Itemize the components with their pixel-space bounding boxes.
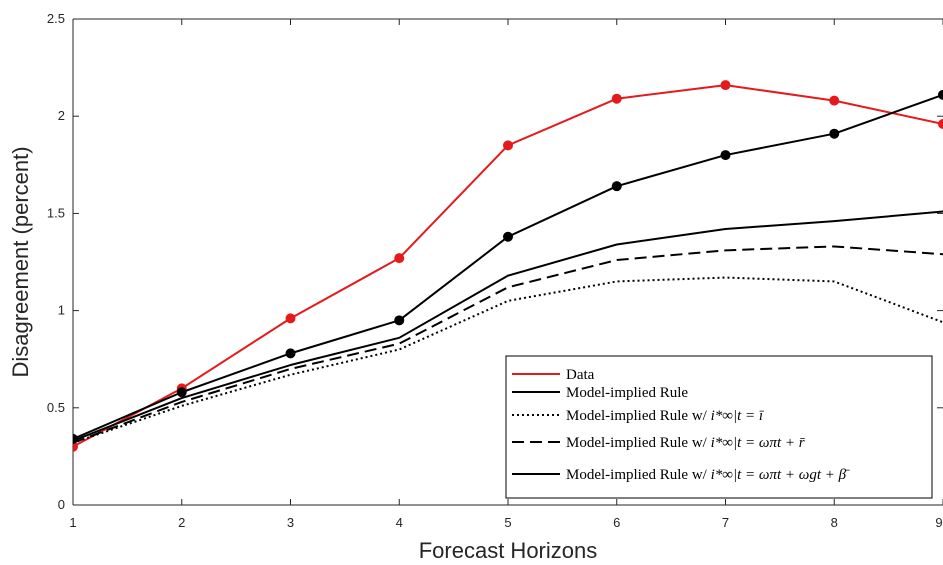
data-point-1 xyxy=(938,118,943,129)
x-tick-label: 2 xyxy=(178,515,185,530)
legend-label: Model-implied Rule w/ i*∞|t = ωπt + r̄ xyxy=(566,435,805,451)
legend-math: i*∞|t = ī xyxy=(711,408,765,424)
legend-math: i*∞|t = ωπt + ωgt + β̄ xyxy=(711,467,851,483)
legend-box xyxy=(505,355,933,499)
legend-math: i*∞|t = ωπt + r̄ xyxy=(711,435,806,451)
y-tick-label: 2.5 xyxy=(47,11,65,26)
data-point-2 xyxy=(938,89,943,100)
data-point-2 xyxy=(285,348,296,359)
series-line-4 xyxy=(73,245,943,444)
y-axis-label: Disagreement (percent) xyxy=(8,146,33,377)
data-point-2 xyxy=(503,231,513,242)
legend-label: Model-implied Rule xyxy=(566,385,688,401)
x-tick-label: 9 xyxy=(935,515,942,530)
y-tick-label: 2 xyxy=(58,108,65,123)
data-point-1 xyxy=(829,95,840,106)
series-line-5 xyxy=(73,210,943,442)
x-tick-label: 4 xyxy=(396,515,403,530)
x-tick-label: 3 xyxy=(287,515,294,530)
x-tick-label: 7 xyxy=(722,515,729,530)
data-point-2 xyxy=(394,315,405,326)
data-point-2 xyxy=(176,387,187,398)
legend: Data Model-implied Rule Model-implied Rule… xyxy=(505,355,933,499)
series-line-3 xyxy=(73,276,943,444)
y-tick-label: 1.5 xyxy=(47,205,65,220)
x-tick-label: 8 xyxy=(831,515,838,530)
y-tick-label: 0.5 xyxy=(47,400,65,415)
x-tick-label: 6 xyxy=(613,515,620,530)
x-tick-label: 1 xyxy=(69,515,76,530)
legend-label: Model-implied Rule w/ i*∞|t = ī xyxy=(566,408,765,424)
x-axis-label: Forecast Horizons xyxy=(419,538,598,563)
data-point-2 xyxy=(720,150,731,161)
data-point-1 xyxy=(394,253,405,264)
legend-label: Model-implied Rule w/ i*∞|t = ωπt + ωgt … xyxy=(566,467,850,483)
axes: 1 2 3 4 5 6 7 8 9 0 0.5 1 1.5 2 2.5 xyxy=(47,11,943,530)
legend-label: Data xyxy=(566,367,595,383)
y-tick-label: 0 xyxy=(58,497,65,512)
data-point-1 xyxy=(611,93,622,104)
x-tick-label: 5 xyxy=(504,515,511,530)
data-point-1 xyxy=(503,140,513,151)
data-point-1 xyxy=(285,313,296,324)
series-layer xyxy=(73,80,943,452)
data-point-1 xyxy=(73,441,78,452)
y-tick-label: 1 xyxy=(58,303,65,318)
data-point-2 xyxy=(611,181,622,192)
data-point-1 xyxy=(720,80,731,91)
data-point-2 xyxy=(829,128,840,139)
